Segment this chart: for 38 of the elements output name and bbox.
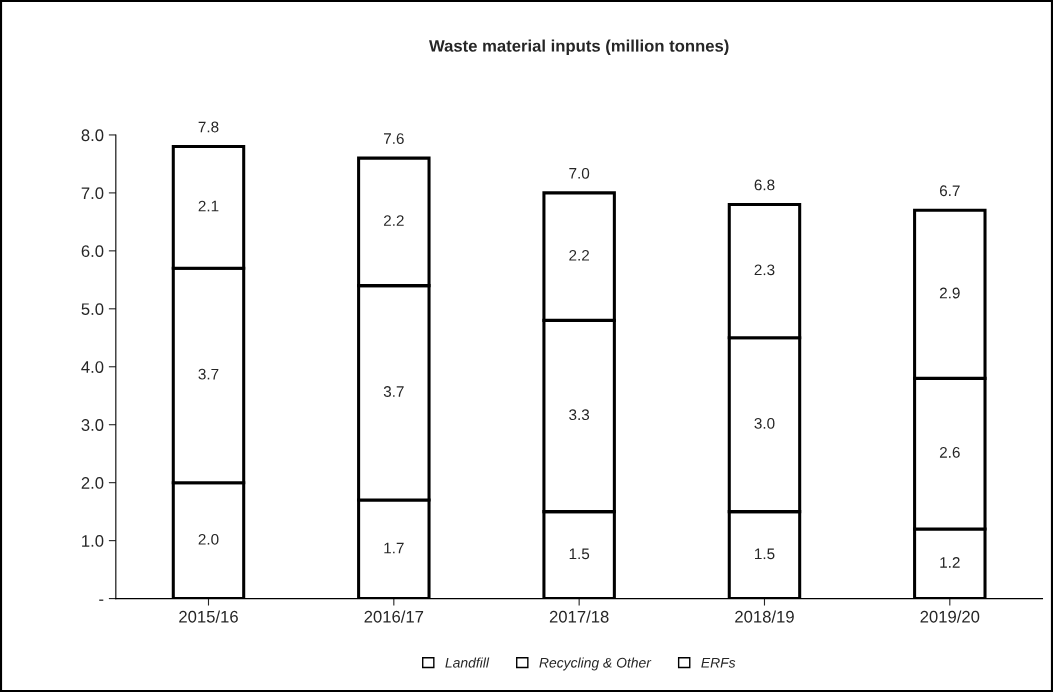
data-label: 2.9 xyxy=(939,287,960,299)
y-tick-label: 6.0 xyxy=(81,245,104,258)
data-label: 2.2 xyxy=(569,249,589,261)
legend-label: ERFs xyxy=(701,657,736,668)
x-tick-label: 2019/20 xyxy=(920,610,980,623)
y-tick-label: 7.0 xyxy=(81,187,104,200)
x-tick-label: 2018/19 xyxy=(735,610,794,623)
x-tick-label: 2016/17 xyxy=(364,610,424,623)
y-tick-label: 4.0 xyxy=(81,361,104,373)
legend-label: Recycling & Other xyxy=(539,657,652,671)
y-tick-label: 2.0 xyxy=(81,477,104,489)
data-label: 3.7 xyxy=(383,386,404,397)
data-label: 3.0 xyxy=(754,418,775,429)
data-label: 2.2 xyxy=(383,215,404,226)
data-label: 3.3 xyxy=(569,409,590,421)
y-tick-label: - xyxy=(99,599,104,601)
data-label: 2.3 xyxy=(754,264,775,276)
total-label: 7.6 xyxy=(383,133,404,144)
y-tick-label: 3.0 xyxy=(81,419,104,431)
legend-label: Landfill xyxy=(445,657,490,668)
total-label: 6.7 xyxy=(939,185,960,197)
x-tick-label: 2017/18 xyxy=(549,610,609,623)
y-tick-label: 5.0 xyxy=(81,303,104,316)
data-label: 3.7 xyxy=(198,368,219,380)
data-label: 1.7 xyxy=(384,542,404,554)
y-tick-label: 1.0 xyxy=(82,535,104,547)
y-tick-label: 8.0 xyxy=(81,129,104,142)
data-label: 2.6 xyxy=(939,446,960,458)
data-label: 1.5 xyxy=(569,548,590,560)
data-label: 2.1 xyxy=(198,200,219,212)
total-label: 7.0 xyxy=(569,167,590,179)
total-label: 7.8 xyxy=(198,121,219,133)
chart-title: Waste material inputs (million tonnes) xyxy=(429,39,729,56)
total-label: 6.8 xyxy=(754,179,775,191)
data-label: 2.0 xyxy=(198,533,219,545)
data-label: 1.2 xyxy=(940,557,960,568)
data-label: 1.5 xyxy=(755,548,775,560)
x-tick-label: 2015/16 xyxy=(179,610,238,623)
